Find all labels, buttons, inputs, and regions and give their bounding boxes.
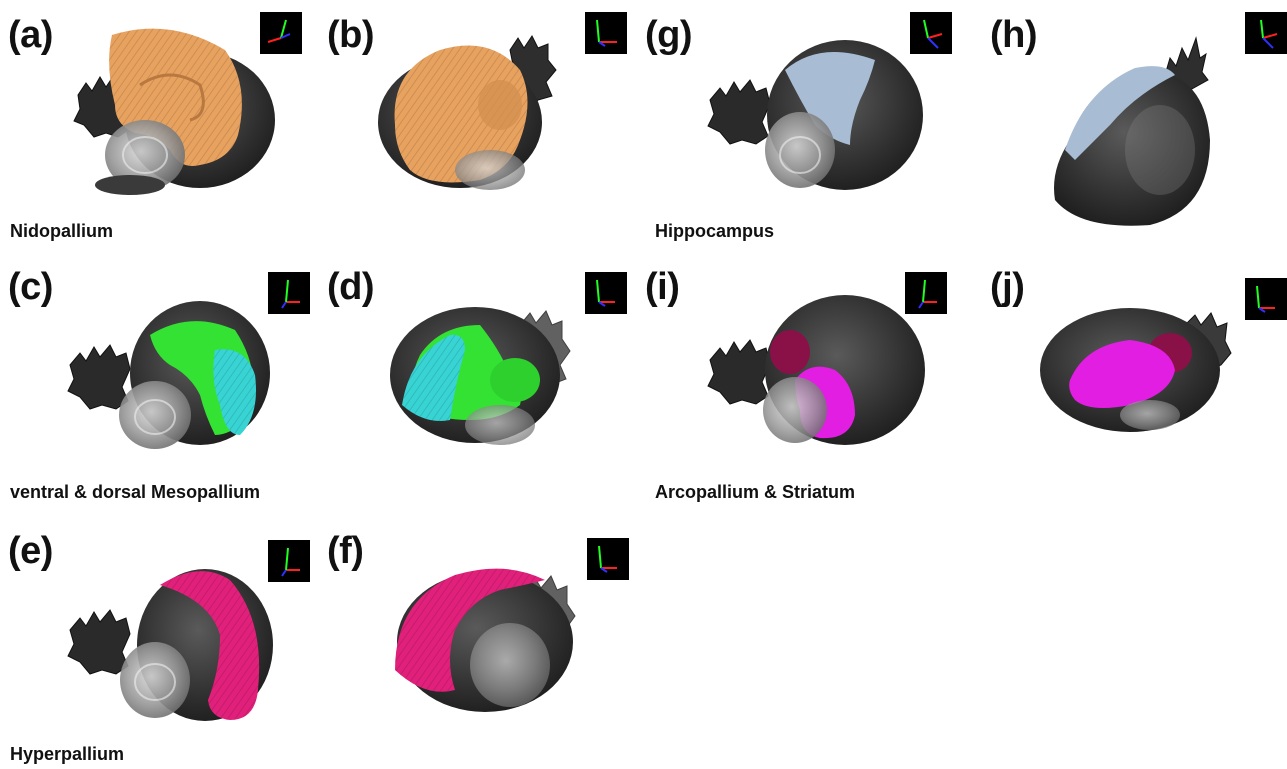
brain-render-a: [73, 28, 275, 195]
brain-render-f: [395, 568, 576, 712]
brain-render-b: [378, 35, 557, 190]
caption-nidopallium: Nidopallium: [10, 221, 113, 241]
axes-gizmo-i: [905, 272, 947, 314]
axes-gizmo-j: [1245, 278, 1287, 320]
panel-label-a: (a): [8, 14, 53, 56]
caption-hyperpallium: Hyperpallium: [10, 744, 125, 764]
axes-gizmo-a: [260, 12, 302, 54]
brain-render-h: [1054, 36, 1210, 226]
brain-render-i: [707, 295, 925, 445]
axes-gizmo-f: [587, 538, 629, 580]
axes-gizmo-c: [268, 272, 310, 314]
panel-label-h: (h): [990, 14, 1038, 56]
brain-render-g: [707, 40, 923, 190]
caption-arcopallium-striatum: Arcopallium & Striatum: [655, 482, 856, 502]
panel-label-c: (c): [8, 266, 53, 308]
axes-gizmo-e: [268, 540, 310, 582]
brain-render-d: [390, 307, 571, 445]
axes-gizmo-b: [585, 12, 627, 54]
panel-label-j: (j): [990, 266, 1025, 308]
brain-render-e: [67, 569, 273, 721]
brain-render-j: [1040, 308, 1232, 432]
axes-gizmo-d: [585, 272, 627, 314]
panel-label-b: (b): [327, 14, 375, 56]
panel-label-d: (d): [327, 266, 375, 308]
panel-label-e: (e): [8, 530, 53, 572]
axes-gizmo-h: [1245, 12, 1287, 54]
panel-label-i: (i): [645, 266, 680, 308]
caption-hippocampus: Hippocampus: [655, 221, 775, 241]
axes-gizmo-g: [910, 12, 952, 54]
panel-label-g: (g): [645, 14, 693, 56]
brain-render-c: [67, 301, 270, 449]
panel-label-f: (f): [327, 530, 364, 572]
caption-mesopallium: ventral & dorsal Mesopallium: [10, 482, 261, 502]
